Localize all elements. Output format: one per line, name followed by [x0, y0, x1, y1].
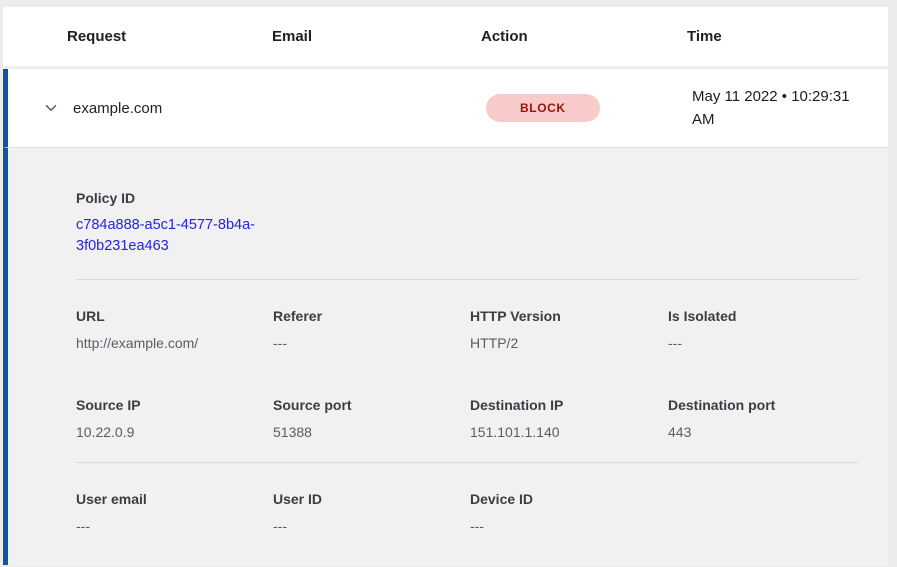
block-status-badge: BLOCK	[486, 94, 600, 122]
field-is-isolated: Is Isolated ---	[668, 308, 737, 351]
details-field-row: Source IP 10.22.0.9 Source port 51388 De…	[76, 397, 858, 440]
column-header-request: Request	[67, 28, 127, 45]
field-user-id: User ID ---	[273, 491, 323, 534]
row-details-panel: Policy ID c784a888-a5c1-4577-8b4a-3f0b23…	[3, 148, 888, 565]
field-http-version: HTTP Version HTTP/2	[470, 308, 561, 351]
column-header-action: Action	[481, 28, 528, 45]
details-field-row: URL http://example.com/ Referer --- HTTP…	[76, 308, 858, 351]
field-user-email: User email ---	[76, 491, 147, 534]
request-cell: example.com	[8, 99, 213, 117]
field-source-port: Source port 51388	[273, 397, 352, 440]
table-header-row: Request Email Action Time	[3, 7, 888, 69]
policy-id-section: Policy ID c784a888-a5c1-4577-8b4a-3f0b23…	[76, 190, 858, 257]
field-device-id: Device ID ---	[470, 491, 534, 534]
field-url: URL http://example.com/	[76, 308, 199, 351]
log-table: Request Email Action Time example.com BL…	[3, 7, 888, 567]
details-field-row: User email --- User ID --- Device ID ---	[76, 491, 858, 534]
column-header-time: Time	[687, 28, 722, 45]
field-source-ip: Source IP 10.22.0.9	[76, 397, 141, 440]
policy-id-link[interactable]: c784a888-a5c1-4577-8b4a-3f0b231ea463	[76, 217, 255, 254]
field-destination-port: Destination port 443	[668, 397, 776, 440]
column-header-email: Email	[272, 28, 313, 45]
request-value: example.com	[73, 99, 163, 117]
field-destination-ip: Destination IP 151.101.1.140	[470, 397, 564, 440]
field-empty	[668, 491, 858, 534]
action-cell: BLOCK	[422, 94, 628, 122]
section-divider	[76, 279, 858, 280]
chevron-down-icon[interactable]	[42, 99, 60, 117]
field-referer: Referer ---	[273, 308, 323, 351]
section-divider	[76, 462, 858, 463]
time-value: May 11 2022 • 10:29:31 AM	[692, 88, 850, 128]
policy-id-label: Policy ID	[76, 190, 136, 206]
table-row[interactable]: example.com BLOCK May 11 2022 • 10:29:31…	[3, 69, 888, 148]
